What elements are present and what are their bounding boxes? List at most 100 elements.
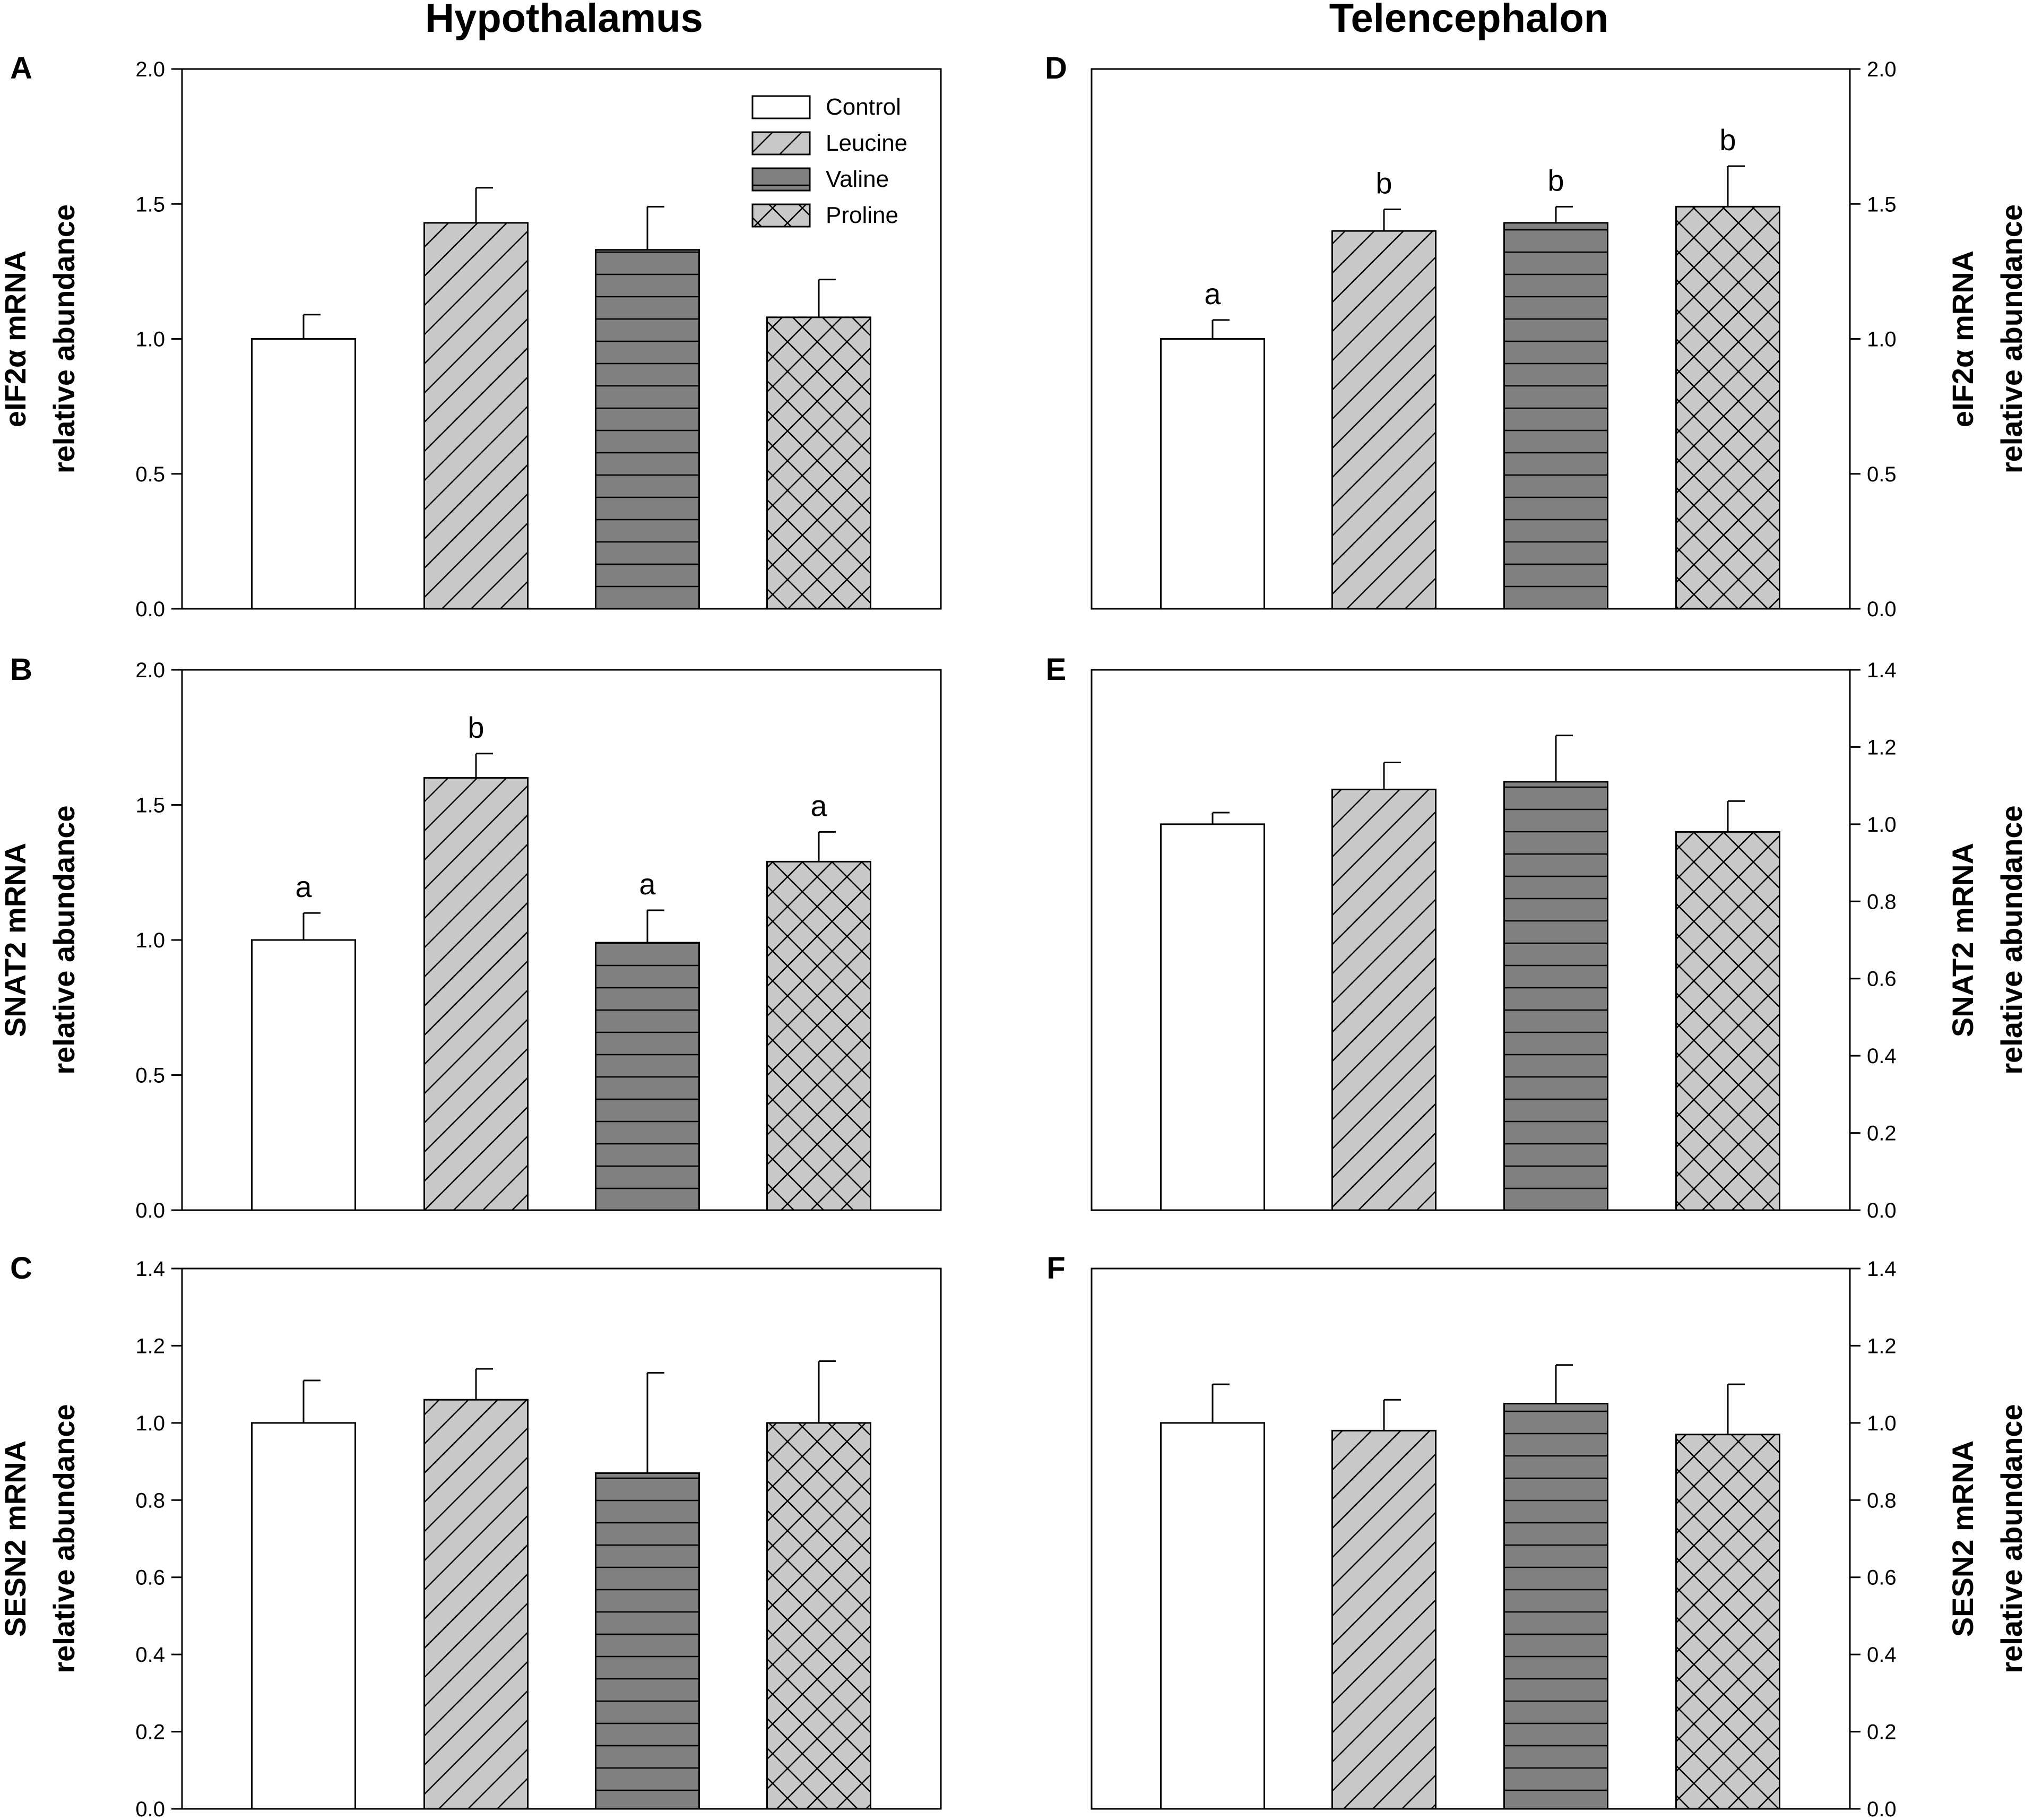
y-tick-label: 1.4 [135, 1257, 165, 1281]
y-tick-label: 2.0 [135, 659, 165, 682]
y-tick-label: 1.0 [135, 1412, 165, 1435]
bar-control [1160, 338, 1265, 610]
y-tick-label: 0.2 [1867, 1122, 1897, 1145]
legend-swatch [751, 167, 811, 192]
y-tick-label: 1.0 [135, 929, 165, 952]
bar-control [251, 1422, 356, 1810]
significance-letter: a [810, 789, 827, 822]
legend-label: Leucine [826, 130, 907, 156]
y-tick-label: 0.0 [135, 1798, 165, 1820]
bar-valine [595, 1472, 700, 1810]
y-tick-label: 0.4 [135, 1643, 165, 1667]
y-tick-label: 0.5 [135, 463, 165, 486]
y-tick-label: 1.0 [1867, 1412, 1897, 1435]
significance-letter: b [468, 711, 484, 744]
panel-C: C 0.0 0.2 0.4 0.6 0.8 1.0 1.2 1.4 SESN2 mRNA relat… [0, 1251, 942, 1820]
bar-control [251, 939, 356, 1211]
y-axis-label: SNAT2 mRNA [0, 843, 32, 1037]
bar-proline [766, 860, 871, 1211]
y-tick-label: 1.5 [135, 794, 165, 817]
y-tick-label: 0.8 [1867, 890, 1897, 913]
panel-E: E 0.0 0.2 0.4 0.6 0.8 1.0 1.2 1.4 SNAT2 mRNA relat… [1046, 652, 2025, 1222]
y-axis-label: relative abundance [1995, 1404, 2025, 1673]
bar-valine [1503, 222, 1608, 610]
y-tick-label: 0.6 [135, 1566, 165, 1590]
y-tick-label: 0.6 [1867, 1566, 1897, 1590]
legend-swatch [751, 203, 811, 228]
bar-proline [1675, 205, 1780, 610]
legend-item-leucine: Leucine [751, 130, 907, 156]
y-tick-label: 0.0 [135, 1199, 165, 1222]
bar-leucine [1331, 230, 1436, 610]
y-tick-label: 0.8 [1867, 1489, 1897, 1512]
y-axis-label: relative abundance [1995, 805, 2025, 1074]
significance-letter: b [1719, 123, 1736, 157]
y-axis-label: SESN2 mRNA [1946, 1441, 1979, 1637]
panel-D: D 0.0 0.5 1.0 1.5 2.0 eIF2α mRNA relative abund… [1045, 51, 2025, 621]
bar-proline [1675, 831, 1780, 1211]
bar-valine [1503, 781, 1608, 1211]
column-title-telencephalon: Telencephalon [1329, 0, 1608, 41]
legend: Control Leucine Valine Proline [751, 94, 907, 228]
bar-leucine [423, 1399, 529, 1810]
y-tick-label: 0.5 [135, 1064, 165, 1088]
y-axis-label: relative abundance [1995, 204, 2025, 473]
panel-letter: F [1046, 1251, 1065, 1286]
panel-B: B 0.0 0.5 1.0 1.5 2.0 SNAT2 mRNA relative abund… [0, 652, 942, 1222]
bar-leucine [1331, 1429, 1436, 1810]
legend-label: Proline [826, 202, 898, 228]
y-tick-label: 1.0 [135, 328, 165, 351]
axis-frame [1091, 669, 1851, 1211]
y-tick-label: 1.2 [1867, 1334, 1897, 1358]
y-tick-label: 0.2 [1867, 1721, 1897, 1744]
y-tick-label: 0.0 [1867, 1798, 1897, 1820]
bar-proline [766, 1422, 871, 1810]
legend-item-control: Control [751, 94, 901, 120]
y-tick-label: 0.5 [1867, 463, 1897, 486]
y-tick-label: 1.5 [1867, 193, 1897, 216]
y-tick-label: 0.0 [1867, 598, 1897, 621]
y-tick-label: 0.8 [135, 1489, 165, 1512]
y-tick-label: 2.0 [1867, 58, 1897, 81]
panel-letter: A [10, 51, 32, 85]
bar-leucine [423, 777, 529, 1211]
significance-letter: a [639, 867, 656, 901]
significance-letter: a [295, 870, 312, 903]
legend-label: Control [826, 94, 901, 120]
y-tick-label: 1.5 [135, 193, 165, 216]
y-axis-label: relative abundance [47, 805, 81, 1074]
bar-leucine [1331, 788, 1436, 1211]
legend-swatch [751, 131, 811, 156]
bar-valine [595, 942, 700, 1211]
panel-A: A 0.0 0.5 1.0 1.5 2.0 eIF2α mRNA relative abund… [0, 51, 942, 621]
axis-frame [181, 1267, 942, 1810]
bar-control [1160, 823, 1265, 1211]
bar-valine [1503, 1403, 1608, 1810]
y-axis-label: SESN2 mRNA [0, 1441, 32, 1637]
legend-label: Valine [826, 166, 889, 192]
y-axis-label: relative abundance [47, 1404, 81, 1673]
significance-letter: b [1547, 163, 1564, 197]
panel-letter: C [10, 1251, 32, 1286]
legend-item-proline: Proline [751, 202, 898, 228]
y-axis-label: relative abundance [47, 204, 81, 473]
panel-F: F 0.0 0.2 0.4 0.6 0.8 1.0 1.2 1.4 SESN2 mRNA relat… [1046, 1251, 2025, 1820]
y-axis-label: eIF2α mRNA [0, 251, 32, 427]
y-tick-label: 1.4 [1867, 659, 1897, 682]
y-axis-label: SNAT2 mRNA [1946, 843, 1979, 1037]
panel-letter: D [1045, 51, 1067, 85]
y-tick-label: 1.0 [1867, 328, 1897, 351]
bar-control [1160, 1422, 1265, 1810]
y-tick-label: 1.2 [135, 1334, 165, 1358]
column-title-hypothalamus: Hypothalamus [425, 0, 703, 41]
legend-swatch [751, 95, 811, 119]
bar-proline [1675, 1434, 1780, 1810]
y-tick-label: 1.0 [1867, 813, 1897, 836]
panel-letter: E [1046, 652, 1067, 687]
bar-proline [766, 316, 871, 610]
legend-item-valine: Valine [751, 166, 889, 192]
y-tick-label: 0.4 [1867, 1045, 1897, 1068]
y-tick-label: 1.2 [1867, 736, 1897, 759]
y-tick-label: 0.6 [1867, 968, 1897, 991]
